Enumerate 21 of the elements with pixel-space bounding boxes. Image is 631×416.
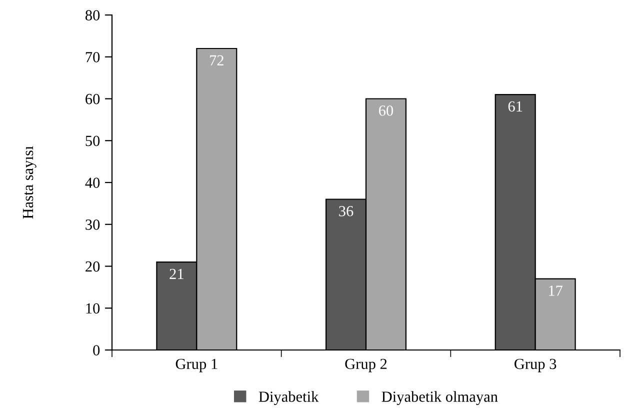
legend-label: Diyabetik olmayan: [382, 391, 498, 405]
data-label: 61: [508, 101, 522, 112]
legend-label: Diyabetik: [258, 391, 319, 405]
data-label: 60: [379, 105, 394, 116]
y-tick-label: 80: [86, 10, 100, 20]
y-tick-label: 70: [86, 52, 100, 62]
x-tick-label: Grup 1: [176, 358, 218, 372]
data-label: 72: [210, 55, 224, 66]
y-tick-label: 30: [86, 220, 100, 230]
x-tick-label: Grup 3: [514, 358, 556, 372]
y-tick-label: 40: [85, 178, 100, 188]
x-tick-label: Grup 2: [345, 358, 387, 372]
y-axis-title: Hasta sayısı: [23, 146, 36, 219]
data-label: 17: [549, 286, 563, 296]
y-tick-label: 60: [86, 94, 100, 104]
y-tick-label: 10: [86, 303, 100, 314]
y-tick-label: 0: [93, 345, 100, 356]
y-tick-label: 50: [86, 136, 100, 146]
y-tick-label: 20: [86, 261, 100, 272]
data-label: 21: [170, 268, 184, 279]
data-label: 36: [339, 206, 354, 216]
